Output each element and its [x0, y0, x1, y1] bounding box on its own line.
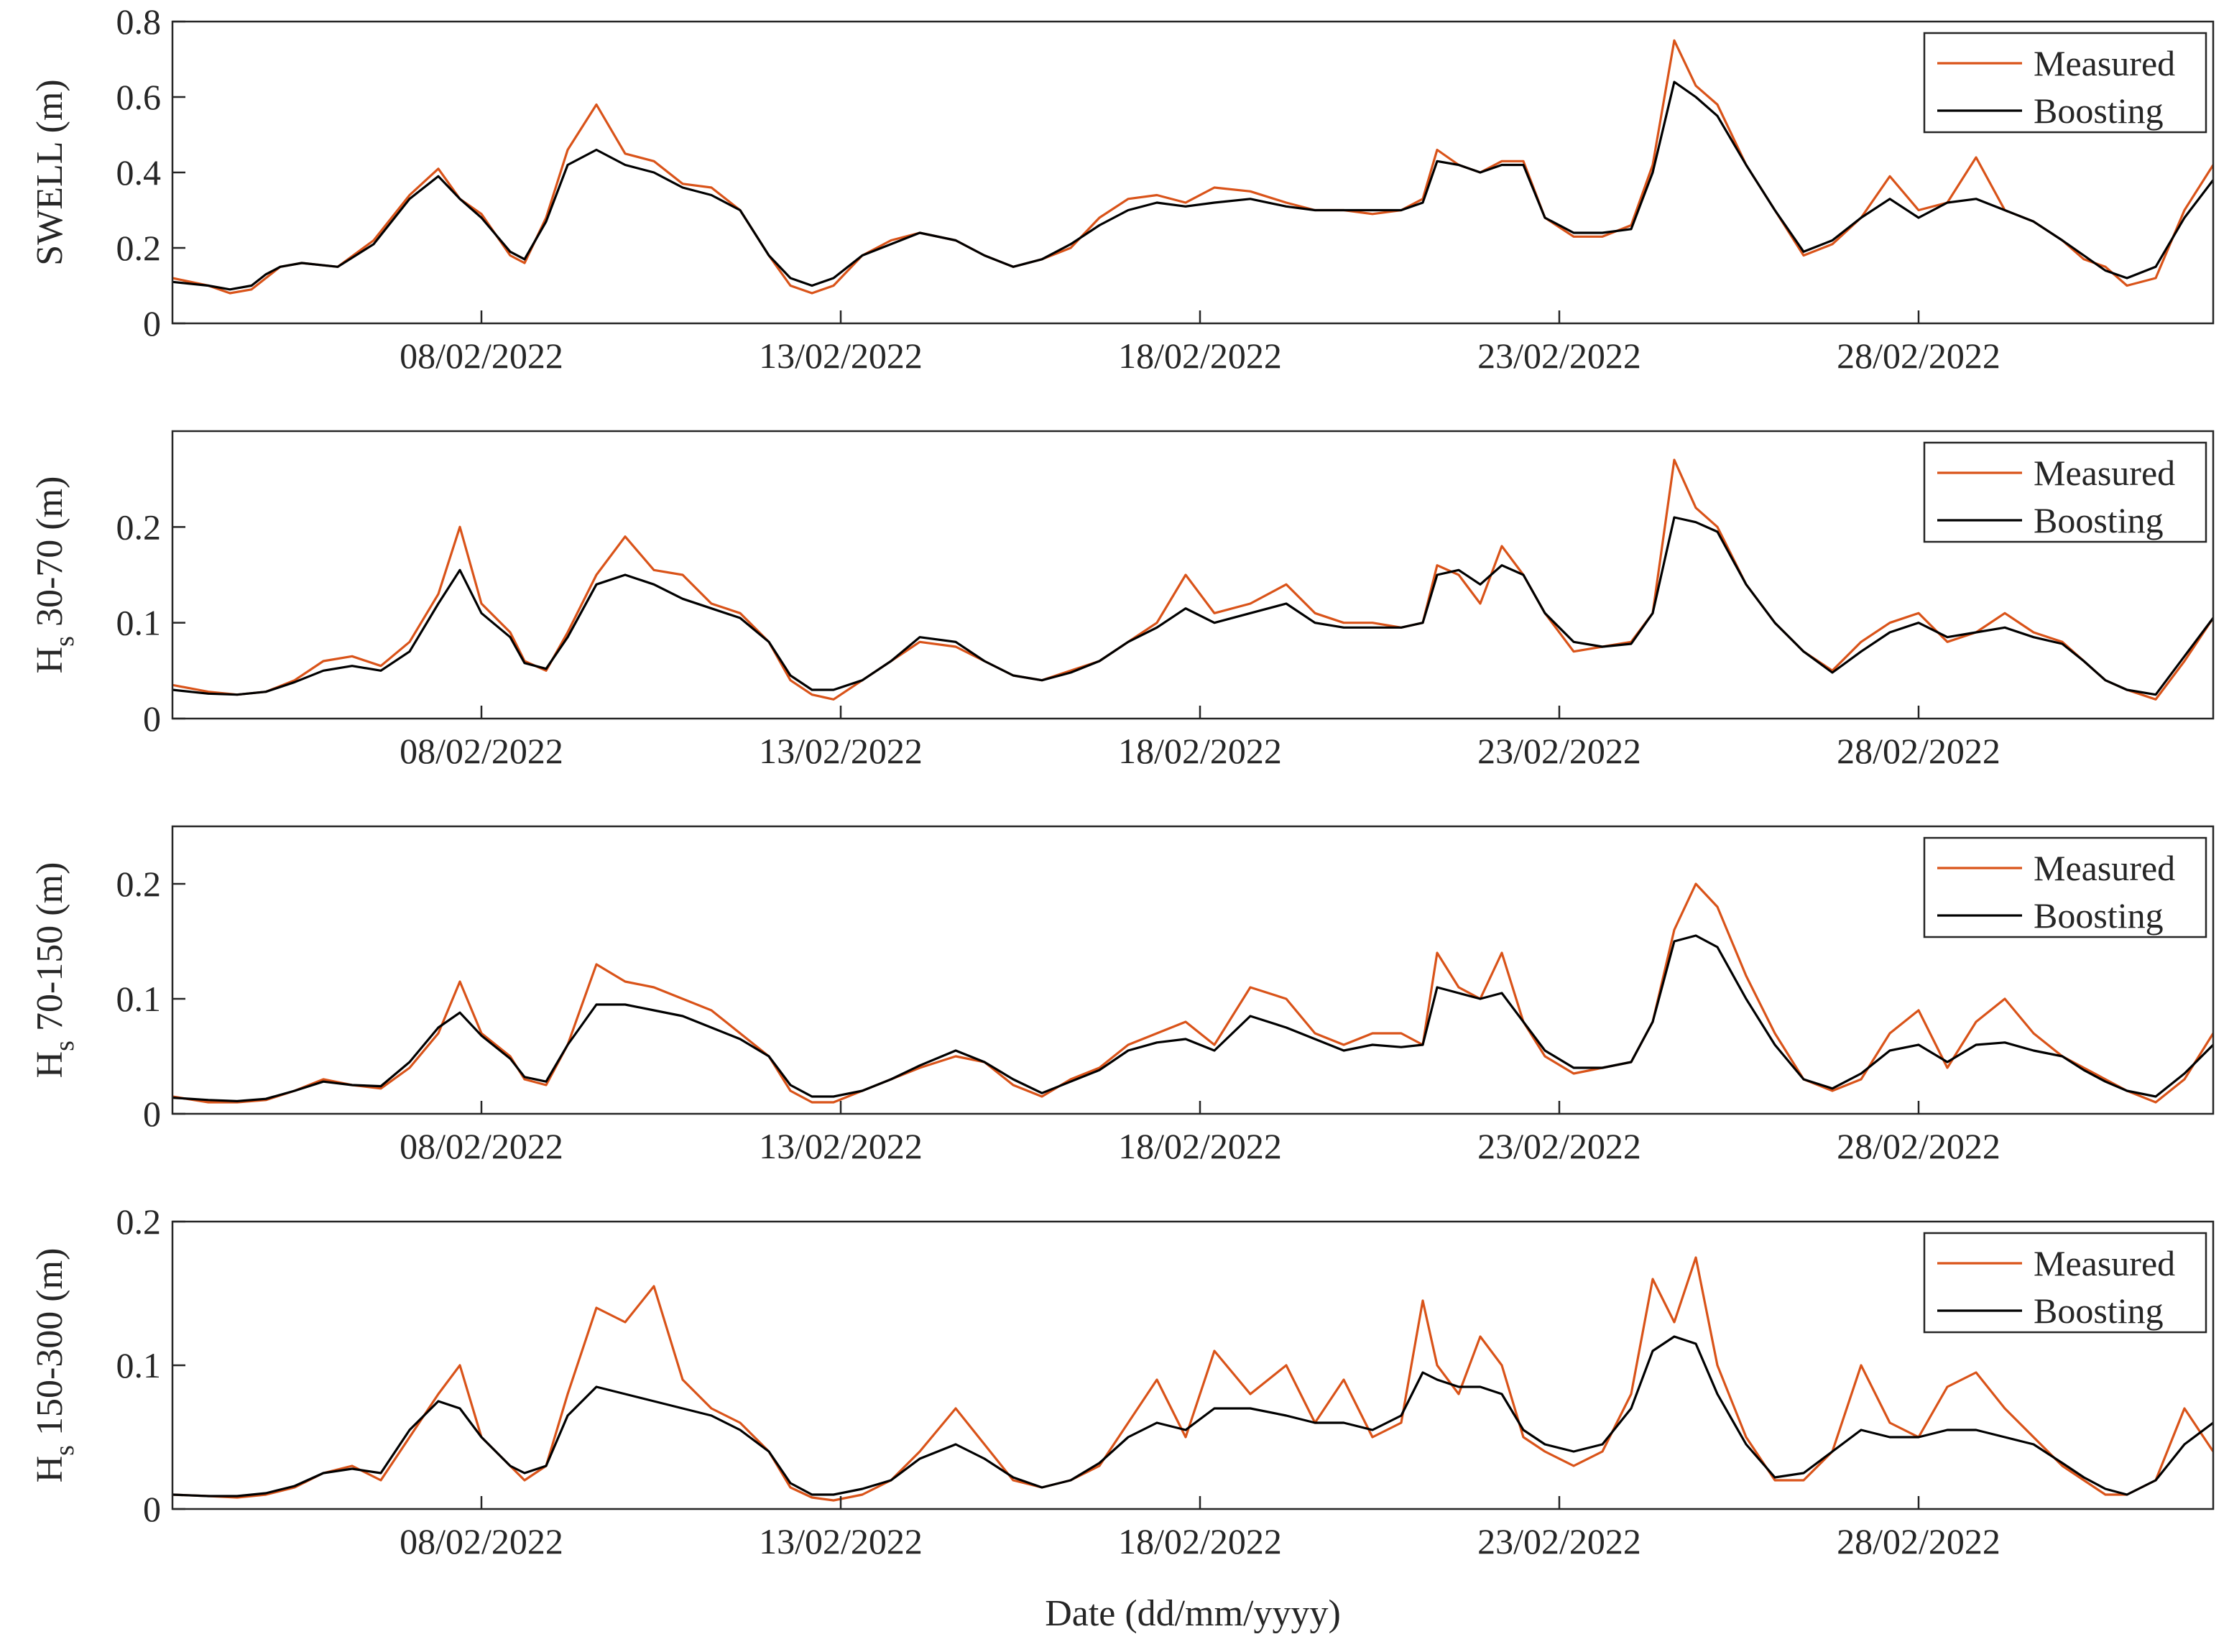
x-tick-label: 08/02/2022 — [400, 336, 563, 376]
panel-2: 0 0.1 0.2 08/02/2022 13/02/2022 18/02/2022 23/… — [29, 430, 2215, 771]
x-tick-label: 18/02/2022 — [1118, 1126, 1282, 1166]
y-tick-label: 0 — [143, 698, 161, 739]
legend-box — [1923, 441, 2207, 543]
legend-label-boosting: Boosting — [2034, 91, 2164, 131]
panel-1: 0 0.2 0.4 0.6 0.8 08/02/2022 13/02/2022 18/02/2… — [29, 1, 2215, 376]
legend: Measured Boosting — [1923, 32, 2207, 134]
x-tick-label: 18/02/2022 — [1118, 1521, 1282, 1561]
panel-4: 0 0.1 0.2 08/02/2022 13/02/2022 18/02/2022 23/… — [29, 1201, 2215, 1561]
y-tick-label: 0.1 — [116, 603, 162, 643]
x-tick-label: 08/02/2022 — [400, 1126, 563, 1166]
series-line-measured — [172, 882, 2213, 1104]
axes-frame — [171, 825, 2215, 1115]
y-tick-label: 0 — [143, 303, 161, 343]
y-tick-label: 0 — [143, 1489, 161, 1529]
x-tick-label: 13/02/2022 — [759, 336, 923, 376]
axes-frame — [171, 1220, 2215, 1510]
legend-label-boosting: Boosting — [2034, 1291, 2164, 1331]
x-tick-label: 23/02/2022 — [1477, 731, 1641, 771]
x-tick-label: 18/02/2022 — [1118, 731, 1282, 771]
legend-label-measured: Measured — [2034, 848, 2175, 888]
series-line-boosting — [172, 934, 2213, 1103]
y-axis-label: Hs 30-70 (m) — [29, 476, 80, 674]
x-tick-label: 13/02/2022 — [759, 1521, 923, 1561]
y-tick-label: 0.1 — [116, 1345, 162, 1385]
y-tick-label: 0.8 — [116, 1, 162, 42]
panel-3: 0 0.1 0.2 08/02/2022 13/02/2022 18/02/2022 23/… — [29, 825, 2215, 1166]
axes-frame — [171, 430, 2215, 720]
legend: Measured Boosting — [1923, 836, 2207, 938]
y-tick-label: 0 — [143, 1094, 161, 1134]
x-tick-label: 18/02/2022 — [1118, 336, 1282, 376]
legend-label-measured: Measured — [2034, 43, 2175, 83]
legend-box — [1923, 1232, 2207, 1334]
x-axis-label: Date (dd/mm/yyyy) — [1045, 1593, 1341, 1634]
series-line-measured — [172, 1256, 2213, 1502]
y-axis-label: SWELL (m) — [29, 79, 70, 265]
series-line-measured — [172, 458, 2213, 701]
y-axis-label: Hs 70-150 (m) — [29, 862, 80, 1079]
y-tick-label: 0.4 — [116, 152, 162, 193]
y-axis-label: Hs 150-300 (m) — [29, 1248, 80, 1483]
x-tick-label: 28/02/2022 — [1837, 336, 2000, 376]
y-tick-label: 0.2 — [116, 864, 162, 904]
y-tick-label: 0.6 — [116, 77, 162, 117]
legend-label-measured: Measured — [2034, 453, 2175, 493]
legend-box — [1923, 836, 2207, 938]
x-tick-label: 08/02/2022 — [400, 1521, 563, 1561]
legend-label-measured: Measured — [2034, 1243, 2175, 1283]
x-tick-label: 28/02/2022 — [1837, 1126, 2000, 1166]
x-tick-label: 23/02/2022 — [1477, 1126, 1641, 1166]
series-line-boosting — [172, 80, 2213, 291]
x-tick-label: 28/02/2022 — [1837, 731, 2000, 771]
x-tick-label: 08/02/2022 — [400, 731, 563, 771]
y-tick-label: 0.2 — [116, 1201, 162, 1242]
legend-label-boosting: Boosting — [2034, 895, 2164, 936]
legend: Measured Boosting — [1923, 1232, 2207, 1334]
axes-frame — [171, 20, 2215, 325]
x-tick-label: 28/02/2022 — [1837, 1521, 2000, 1561]
x-tick-label: 13/02/2022 — [759, 731, 923, 771]
series-line-boosting — [172, 1335, 2213, 1498]
x-tick-label: 23/02/2022 — [1477, 336, 1641, 376]
legend-box — [1923, 32, 2207, 134]
x-tick-label: 23/02/2022 — [1477, 1521, 1641, 1561]
legend-label-boosting: Boosting — [2034, 500, 2164, 540]
x-tick-label: 13/02/2022 — [759, 1126, 923, 1166]
legend: Measured Boosting — [1923, 441, 2207, 543]
y-tick-label: 0.1 — [116, 979, 162, 1019]
y-tick-label: 0.2 — [116, 507, 162, 547]
series-line-measured — [172, 39, 2213, 295]
y-tick-label: 0.2 — [116, 228, 162, 268]
series-line-boosting — [172, 516, 2213, 696]
